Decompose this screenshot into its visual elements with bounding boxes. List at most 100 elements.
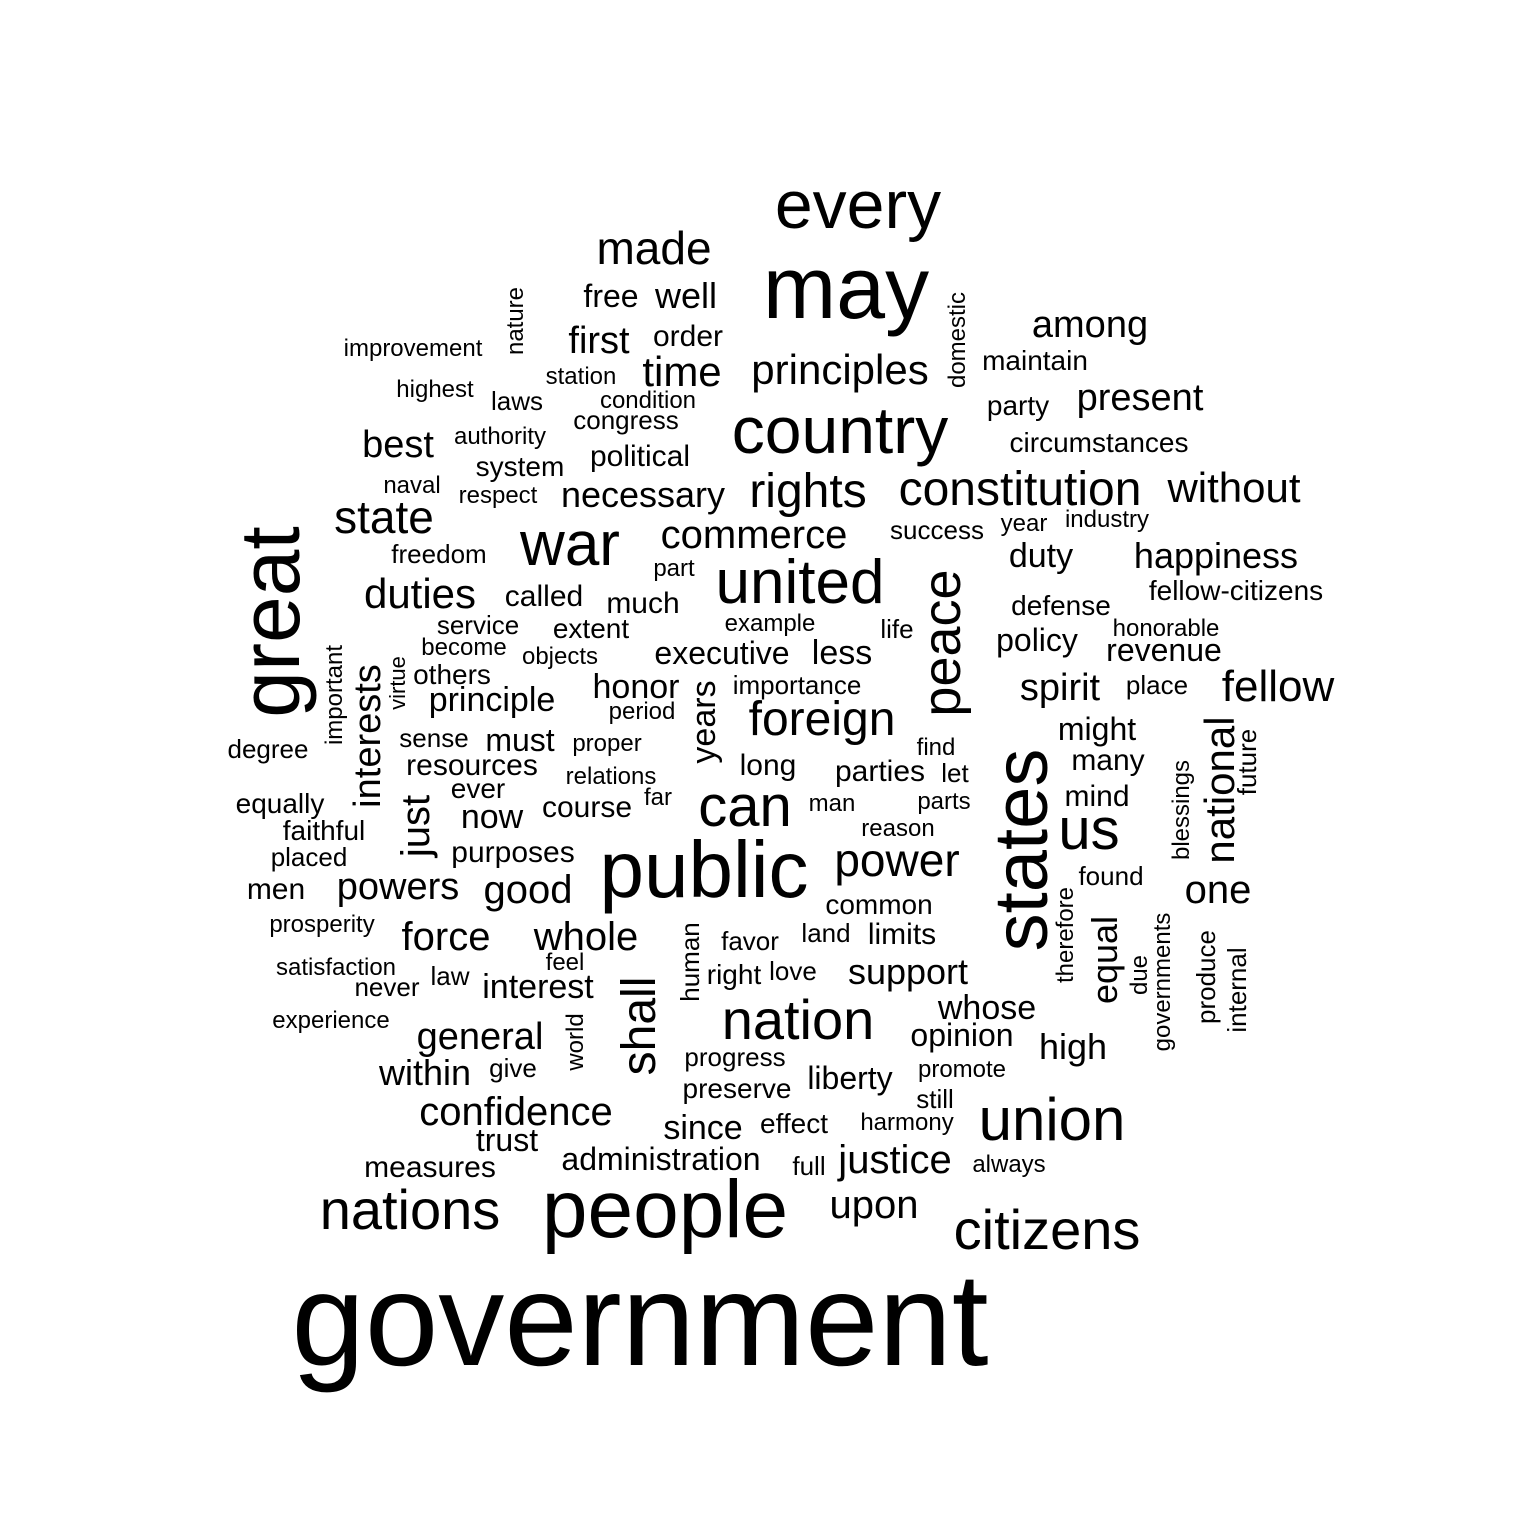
word-among: among <box>1031 304 1149 346</box>
word-equal: equal <box>1084 915 1125 1005</box>
word-called: called <box>504 580 584 613</box>
word-system: system <box>475 451 565 482</box>
word-united: united <box>715 548 885 617</box>
word-improvement: improvement <box>343 335 483 362</box>
word-within: within <box>378 1052 472 1093</box>
word-many: many <box>1071 744 1145 777</box>
word-far: far <box>643 784 673 811</box>
word-resources: resources <box>406 749 538 782</box>
word-extent: extent <box>552 613 630 644</box>
word-now: now <box>460 798 524 836</box>
word-much: much <box>606 587 680 620</box>
word-confidence: confidence <box>419 1090 613 1134</box>
word-without: without <box>1167 464 1301 511</box>
word-importance: importance <box>732 670 862 700</box>
word-found: found <box>1078 861 1144 891</box>
word-time: time <box>642 348 722 395</box>
word-prosperity: prosperity <box>269 911 375 938</box>
word-defense: defense <box>1011 590 1111 621</box>
word-necessary: necessary <box>560 474 726 515</box>
word-order: order <box>652 320 724 353</box>
word-can: can <box>698 774 792 839</box>
word-period: period <box>608 698 676 725</box>
word-happiness: happiness <box>1133 535 1299 576</box>
word-foreign: foreign <box>748 693 896 746</box>
word-governments: governments <box>1149 912 1176 1052</box>
word-relations: relations <box>565 763 657 790</box>
word-still: still <box>916 1084 954 1114</box>
word-peace: peace <box>912 569 972 717</box>
word-common: common <box>825 889 933 920</box>
word-year: year <box>1000 510 1048 537</box>
word-produce: produce <box>1191 930 1221 1024</box>
word-free: free <box>583 278 639 314</box>
word-industry: industry <box>1064 506 1150 533</box>
word-domestic: domestic <box>944 291 971 389</box>
word-man: man <box>808 790 856 817</box>
word-commerce: commerce <box>660 513 848 557</box>
word-life: life <box>880 614 914 644</box>
word-interest: interest <box>482 968 594 1006</box>
word-opinion: opinion <box>910 1017 1014 1053</box>
word-government: government <box>291 1246 989 1393</box>
word-therefore: therefore <box>1052 886 1079 984</box>
word-sense: sense <box>399 723 469 753</box>
word-internal: internal <box>1222 947 1252 1033</box>
word-nature: nature <box>502 286 529 356</box>
word-general: general <box>416 1016 544 1058</box>
word-us: us <box>1058 797 1120 862</box>
word-proper: proper <box>572 730 642 757</box>
word-reason: reason <box>861 815 935 842</box>
word-executive: executive <box>654 635 790 671</box>
word-just: just <box>394 794 438 858</box>
word-course: course <box>541 791 633 824</box>
word-always: always <box>972 1151 1046 1178</box>
word-since: since <box>663 1109 743 1147</box>
word-objects: objects <box>521 643 599 670</box>
word-ever: ever <box>450 773 506 804</box>
word-never: never <box>354 972 420 1002</box>
word-congress: congress <box>573 405 679 435</box>
word-present: present <box>1076 377 1204 419</box>
word-duties: duties <box>363 570 477 617</box>
word-may: may <box>762 238 930 337</box>
word-equally: equally <box>235 788 325 819</box>
word-state: state <box>334 491 434 543</box>
word-condition: condition <box>599 387 697 414</box>
word-people: people <box>541 1164 789 1255</box>
word-rights: rights <box>749 465 867 518</box>
word-experience: experience <box>272 1007 390 1034</box>
word-power: power <box>834 834 960 886</box>
word-country: country <box>731 393 949 467</box>
word-trust: trust <box>475 1122 539 1158</box>
word-parts: parts <box>917 788 971 815</box>
word-parties: parties <box>834 755 926 788</box>
word-due: due <box>1126 954 1153 996</box>
word-upon: upon <box>829 1183 919 1227</box>
word-blessings: blessings <box>1168 759 1195 861</box>
word-purposes: purposes <box>451 836 575 869</box>
word-well: well <box>654 275 718 316</box>
word-land: land <box>801 918 851 948</box>
word-become: become <box>421 634 507 661</box>
word-others: others <box>413 659 491 690</box>
word-public: public <box>599 825 809 914</box>
word-progress: progress <box>684 1042 786 1072</box>
word-war: war <box>520 510 620 579</box>
word-right: right <box>706 959 762 990</box>
word-constitution: constitution <box>898 463 1142 516</box>
word-let: let <box>941 758 969 788</box>
word-respect: respect <box>458 482 538 509</box>
word-political: political <box>589 440 691 473</box>
word-station: station <box>545 363 617 390</box>
word-less: less <box>811 634 873 672</box>
word-laws: laws <box>490 386 544 416</box>
word-measures: measures <box>364 1151 496 1184</box>
word-faithful: faithful <box>282 815 366 846</box>
word-administration: administration <box>561 1141 761 1177</box>
word-party: party <box>986 390 1050 421</box>
word-find: find <box>916 734 956 761</box>
word-future: future <box>1232 728 1262 796</box>
word-harmony: harmony <box>860 1109 954 1136</box>
word-whose: whose <box>937 989 1037 1027</box>
